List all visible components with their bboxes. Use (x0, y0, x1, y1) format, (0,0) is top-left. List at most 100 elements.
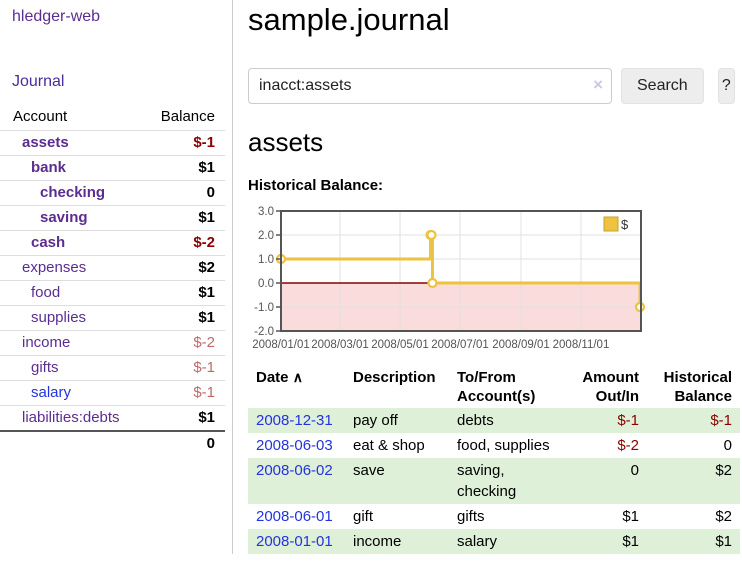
transaction-row: 2008-06-02 save saving, checking 0 $2 (248, 458, 740, 504)
account-balance: $2 (140, 255, 225, 281)
search-input[interactable] (248, 68, 612, 104)
account-row: expenses $2 (0, 255, 225, 281)
sidebar: hledger-web Journal Account Balance asse… (0, 0, 233, 554)
account-row: assets $-1 (0, 131, 225, 156)
svg-text:2.0: 2.0 (258, 230, 274, 242)
app-title-link[interactable]: hledger-web (12, 8, 101, 25)
account-row: income $-2 (0, 330, 225, 356)
svg-text:-2.0: -2.0 (254, 326, 274, 338)
svg-text:1.0: 1.0 (258, 254, 274, 266)
date-column-header[interactable]: Date ∧ (256, 369, 303, 386)
account-balance: $1 (140, 280, 225, 306)
account-row: gifts $-1 (0, 355, 225, 381)
transaction-description: save (353, 462, 385, 479)
svg-text:2008/05/01: 2008/05/01 (371, 339, 429, 351)
account-balance: $1 (140, 405, 225, 431)
transaction-balance: 0 (723, 437, 732, 454)
account-link-liabilities-debts[interactable]: liabilities:debts (22, 409, 120, 426)
account-balance: $1 (140, 205, 225, 231)
transaction-balance: $1 (715, 533, 732, 550)
svg-text:$: $ (621, 217, 629, 232)
account-balance: $-1 (140, 380, 225, 406)
transaction-amount: $1 (622, 508, 639, 525)
svg-text:2008/03/01: 2008/03/01 (311, 339, 369, 351)
clear-search-icon[interactable]: × (593, 75, 603, 94)
transaction-balance: $-1 (710, 412, 732, 429)
account-link-cash[interactable]: cash (31, 234, 66, 251)
transaction-accounts: salary (457, 533, 498, 550)
svg-text:-1.0: -1.0 (254, 302, 274, 314)
search-form: × Search ? (248, 68, 735, 104)
transaction-accounts: debts (457, 412, 494, 429)
svg-text:2008/07/01: 2008/07/01 (431, 339, 489, 351)
transaction-row: 2008-06-03 eat & shop food, supplies $-2… (248, 433, 740, 458)
account-row: saving $1 (0, 205, 225, 231)
account-link-bank[interactable]: bank (31, 159, 67, 176)
total-balance: 0 (140, 430, 225, 456)
historical-balance-chart: 3.0 2.0 1.0 0.0 -1.0 -2.0 2008/01/01 2008/03/01… (248, 205, 735, 354)
transaction-date-link[interactable]: 2008-06-03 (256, 437, 333, 454)
account-link-salary[interactable]: salary (31, 384, 72, 401)
transaction-balance: $2 (715, 462, 732, 479)
description-column-header: Description (353, 369, 436, 386)
transaction-balance: $2 (715, 508, 732, 525)
account-link-assets[interactable]: assets (22, 134, 69, 151)
account-link-supplies[interactable]: supplies (31, 309, 87, 326)
total-row: 0 (0, 430, 225, 456)
account-link-saving[interactable]: saving (40, 209, 88, 226)
help-button[interactable]: ? (717, 68, 735, 104)
transaction-amount: $-1 (617, 412, 639, 429)
account-balance: 0 (140, 180, 225, 206)
transactions-table: Date ∧ Description To/From Account(s) Am… (248, 366, 740, 554)
transaction-accounts: food, supplies (457, 437, 550, 454)
transaction-description: gift (353, 508, 374, 525)
transaction-accounts: saving, checking (457, 462, 517, 500)
account-column-header: Account (0, 105, 141, 131)
balance-column-header: Balance (140, 105, 225, 131)
account-balance-table: Account Balance assets $-1 bank $1 checkin… (0, 105, 225, 456)
search-button[interactable]: Search (621, 68, 704, 104)
sidebar-item-journal[interactable]: Journal (12, 73, 65, 90)
account-row: cash $-2 (0, 230, 225, 256)
transaction-row: 2008-06-01 gift gifts $1 $2 (248, 504, 740, 529)
account-row: liabilities:debts $1 (0, 405, 225, 431)
transaction-amount: $-2 (617, 437, 639, 454)
account-balance: $1 (140, 155, 225, 181)
page-title: sample.journal (248, 2, 450, 37)
svg-text:0.0: 0.0 (258, 278, 274, 290)
account-link-checking[interactable]: checking (40, 184, 106, 201)
svg-text:2008/11/01: 2008/11/01 (553, 339, 610, 351)
transaction-date-link[interactable]: 2008-01-01 (256, 533, 333, 550)
transaction-accounts: gifts (457, 508, 485, 525)
transaction-description: eat & shop (353, 437, 425, 454)
svg-text:3.0: 3.0 (258, 206, 274, 218)
account-row: bank $1 (0, 155, 225, 181)
account-balance: $-1 (140, 355, 225, 381)
main-content: sample.journal × Search ? assets Histori… (233, 0, 741, 554)
transaction-row: 2008-12-31 pay off debts $-1 $-1 (248, 408, 740, 433)
account-row: checking 0 (0, 180, 225, 206)
account-link-food[interactable]: food (31, 284, 61, 301)
account-row: food $1 (0, 280, 225, 306)
transaction-description: pay off (353, 412, 398, 429)
account-link-gifts[interactable]: gifts (31, 359, 59, 376)
account-row: supplies $1 (0, 305, 225, 331)
account-balance: $-1 (193, 134, 215, 151)
account-balance: $1 (140, 305, 225, 331)
transaction-amount: 0 (630, 462, 639, 479)
account-link-expenses[interactable]: expenses (22, 259, 87, 276)
account-balance: $-2 (140, 230, 225, 256)
transaction-date-link[interactable]: 2008-06-02 (256, 462, 333, 479)
chart-title: Historical Balance: (248, 177, 384, 194)
account-row: salary $-1 (0, 380, 225, 406)
transaction-date-link[interactable]: 2008-12-31 (256, 412, 333, 429)
transactions-header-row: Date ∧ Description To/From Account(s) Am… (248, 366, 740, 408)
sort-ascending-icon: ∧ (292, 369, 303, 385)
svg-text:2008/09/01: 2008/09/01 (492, 339, 550, 351)
account-link-income[interactable]: income (22, 334, 71, 351)
transaction-date-link[interactable]: 2008-06-01 (256, 508, 333, 525)
account-heading: assets (248, 127, 324, 157)
svg-text:2008/01/01: 2008/01/01 (252, 339, 310, 351)
account-balance: $-2 (140, 330, 225, 356)
